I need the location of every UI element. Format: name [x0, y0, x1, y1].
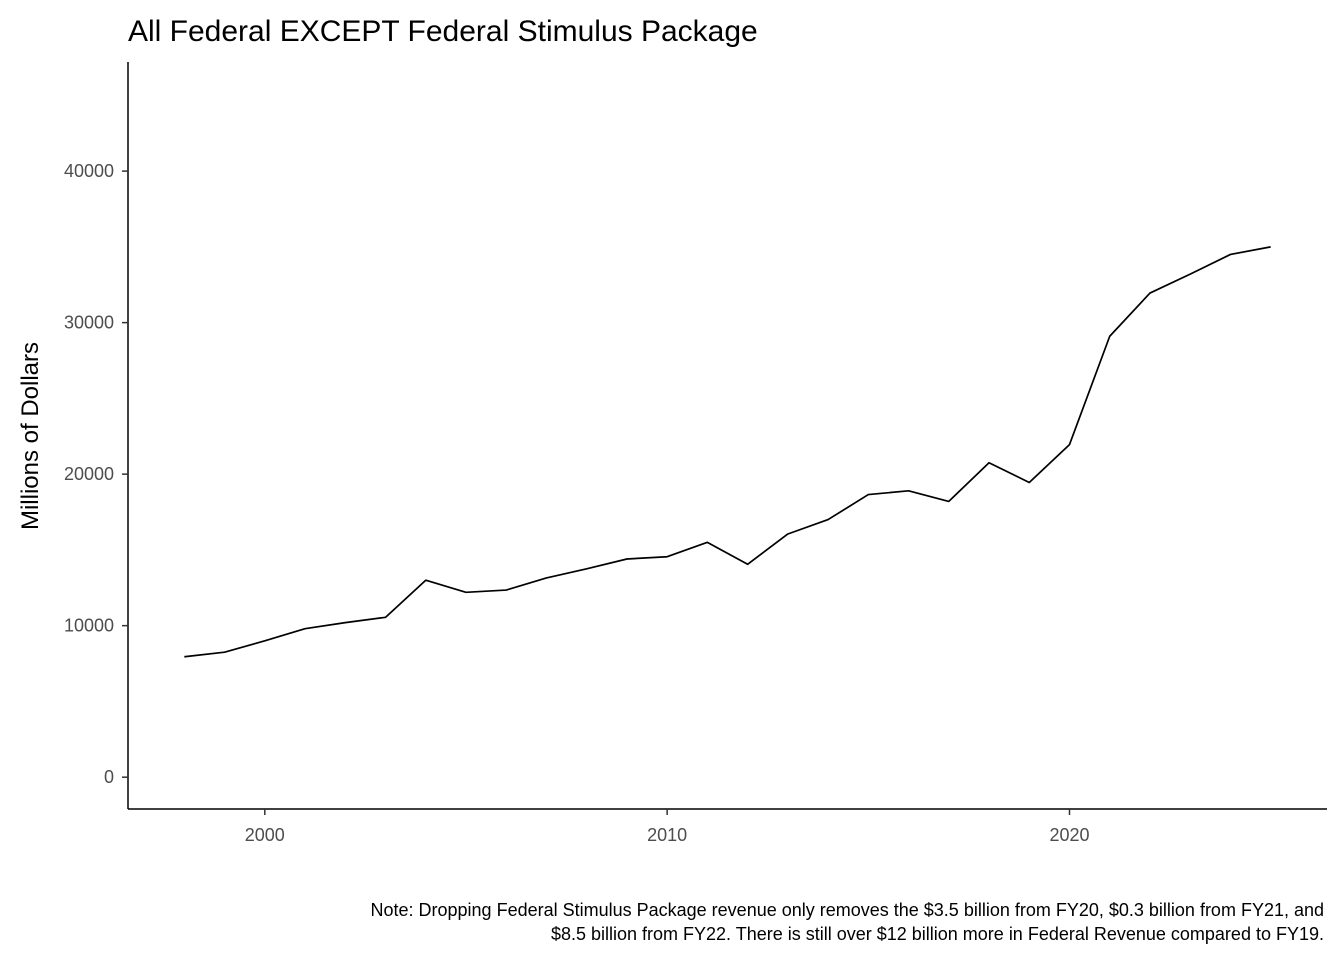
data-point [181, 654, 187, 660]
data-point [302, 626, 308, 632]
data-point [986, 460, 992, 466]
data-point [1227, 251, 1233, 257]
data-point [1147, 290, 1153, 296]
data-point [543, 575, 549, 581]
chart-title: All Federal EXCEPT Federal Stimulus Pack… [128, 15, 758, 48]
y-tick-label: 30000 [64, 313, 114, 333]
data-point [423, 577, 429, 583]
y-tick-label: 0 [104, 767, 114, 787]
data-point [222, 649, 228, 655]
data-point [664, 554, 670, 560]
data-point [584, 566, 590, 572]
data-point [825, 517, 831, 523]
data-point [745, 561, 751, 567]
y-axis-ticks: 0 10000 20000 30000 40000 [64, 161, 128, 787]
data-point [262, 638, 268, 644]
data-point [624, 556, 630, 562]
x-axis-ticks: 2000 2010 2020 [245, 809, 1090, 845]
y-tick-label: 20000 [64, 464, 114, 484]
data-point [1187, 271, 1193, 277]
x-tick-label: 2000 [245, 825, 285, 845]
data-point [865, 492, 871, 498]
data-point [704, 539, 710, 545]
x-tick-label: 2020 [1049, 825, 1089, 845]
data-point [383, 614, 389, 620]
series-line-0 [184, 246, 1271, 658]
data-point [1066, 442, 1072, 448]
y-axis-title: Millions of Dollars [17, 342, 44, 530]
data-point [1268, 244, 1274, 250]
caption-line-1: Note: Dropping Federal Stimulus Package … [371, 900, 1325, 920]
series-group [181, 244, 1274, 660]
data-point [463, 589, 469, 595]
y-tick-label: 10000 [64, 616, 114, 636]
caption-line-2: $8.5 billion from FY22. There is still o… [551, 924, 1324, 944]
data-point [503, 587, 509, 593]
data-point [906, 488, 912, 494]
data-point [1107, 333, 1113, 339]
data-point [342, 620, 348, 626]
data-point [785, 531, 791, 537]
x-tick-label: 2010 [647, 825, 687, 845]
data-point [946, 498, 952, 504]
y-tick-label: 40000 [64, 161, 114, 181]
data-point [1026, 479, 1032, 485]
